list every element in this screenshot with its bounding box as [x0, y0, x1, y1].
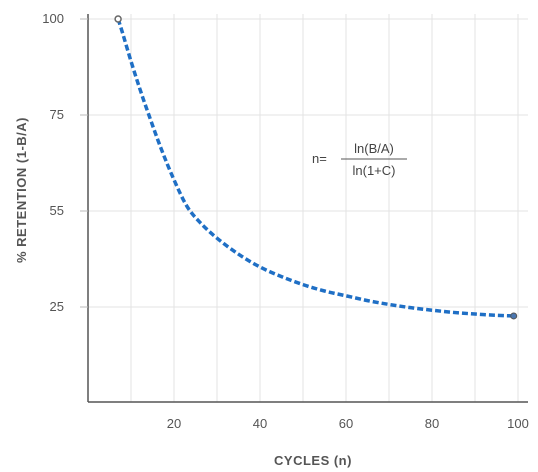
y-axis-title: % RETENTION (1-B/A) — [14, 117, 29, 263]
series-retention — [114, 15, 518, 320]
x-tick-label: 60 — [339, 416, 353, 431]
formula-numerator: ln(B/A) — [354, 141, 394, 156]
formula-denominator: ln(1+C) — [353, 163, 396, 178]
tick-labels: 20 40 60 80 100 25 55 75 100 — [42, 11, 529, 431]
formula-annotation: n= ln(B/A) ln(1+C) — [312, 141, 407, 178]
x-tick-label: 100 — [507, 416, 529, 431]
grid-lines — [88, 14, 528, 402]
end-point-marker — [510, 312, 518, 320]
start-point-marker — [114, 15, 122, 23]
x-tick-label: 40 — [253, 416, 267, 431]
y-tick-label: 75 — [50, 107, 64, 122]
x-tick-label: 20 — [167, 416, 181, 431]
y-tick-label: 100 — [42, 11, 64, 26]
y-tick-label: 55 — [50, 203, 64, 218]
series-line — [116, 18, 514, 318]
y-tick-label: 25 — [50, 299, 64, 314]
x-axis-title: CYCLES (n) — [274, 453, 352, 468]
x-tick-label: 80 — [425, 416, 439, 431]
formula-prefix: n= — [312, 151, 327, 166]
axes — [80, 14, 528, 403]
